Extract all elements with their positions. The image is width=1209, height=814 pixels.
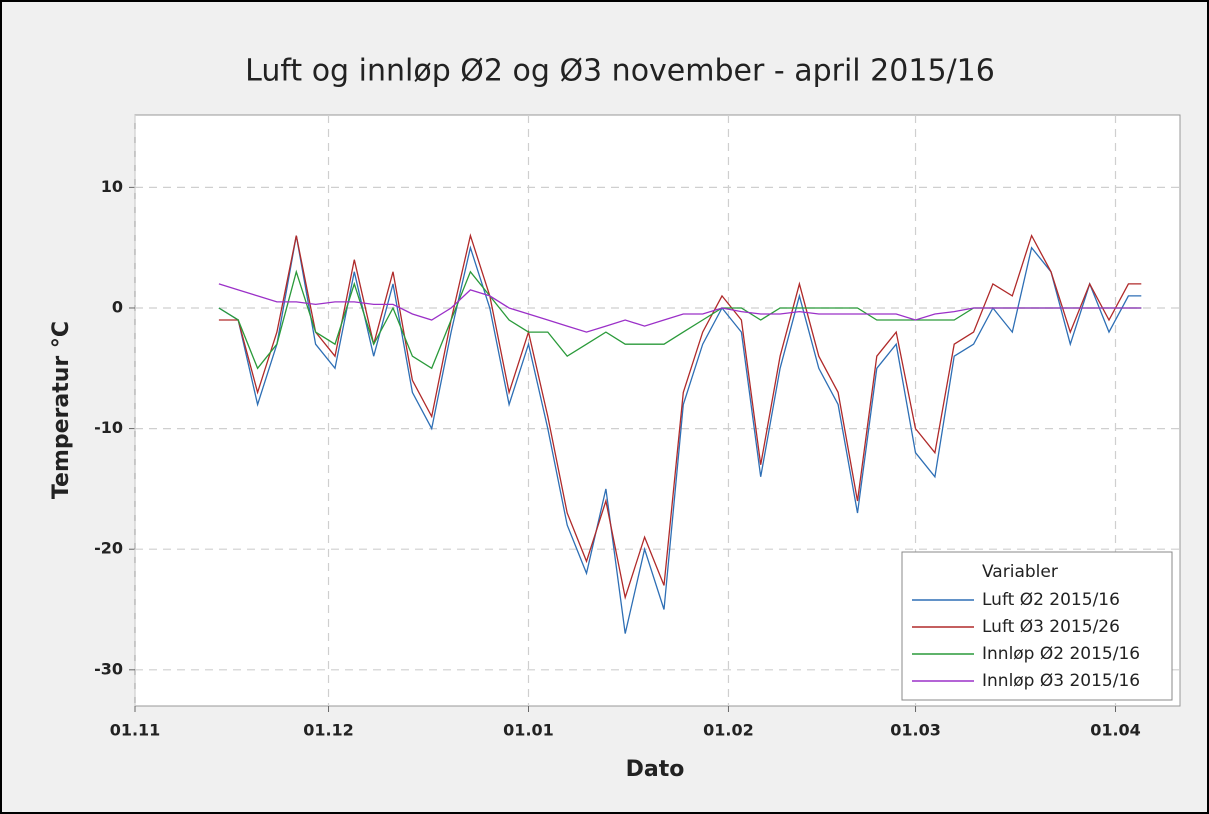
legend-label: Innløp Ø3 2015/16 [982, 671, 1140, 691]
y-tick-label: -30 [94, 659, 123, 678]
y-tick-label: -10 [94, 418, 123, 437]
legend-label: Innløp Ø2 2015/16 [982, 644, 1140, 664]
x-axis-label: Dato [626, 757, 685, 782]
legend-label: Luft Ø2 2015/16 [982, 590, 1120, 610]
legend-label: Luft Ø3 2015/26 [982, 617, 1120, 637]
x-tick-label: 01.01 [503, 721, 554, 740]
x-tick-label: 01.04 [1090, 721, 1141, 740]
y-axis-label: Temperatur °C [49, 321, 74, 499]
x-tick-label: 01.12 [303, 721, 354, 740]
chart-title: Luft og innløp Ø2 og Ø3 november - april… [245, 54, 995, 89]
y-tick-label: 0 [112, 297, 123, 316]
y-tick-label: -20 [94, 539, 123, 558]
series-line [218, 283, 1142, 333]
y-tick-label: 10 [101, 177, 123, 196]
legend-box [901, 551, 1173, 701]
x-tick-label: 01.11 [110, 721, 161, 740]
x-tick-label: 01.03 [890, 721, 941, 740]
legend-title: Variabler [982, 562, 1058, 582]
legend: Variabler Luft Ø2 2015/16 Luft Ø3 2015/26 I… [901, 551, 1173, 701]
x-tick-label: 01.02 [703, 721, 754, 740]
